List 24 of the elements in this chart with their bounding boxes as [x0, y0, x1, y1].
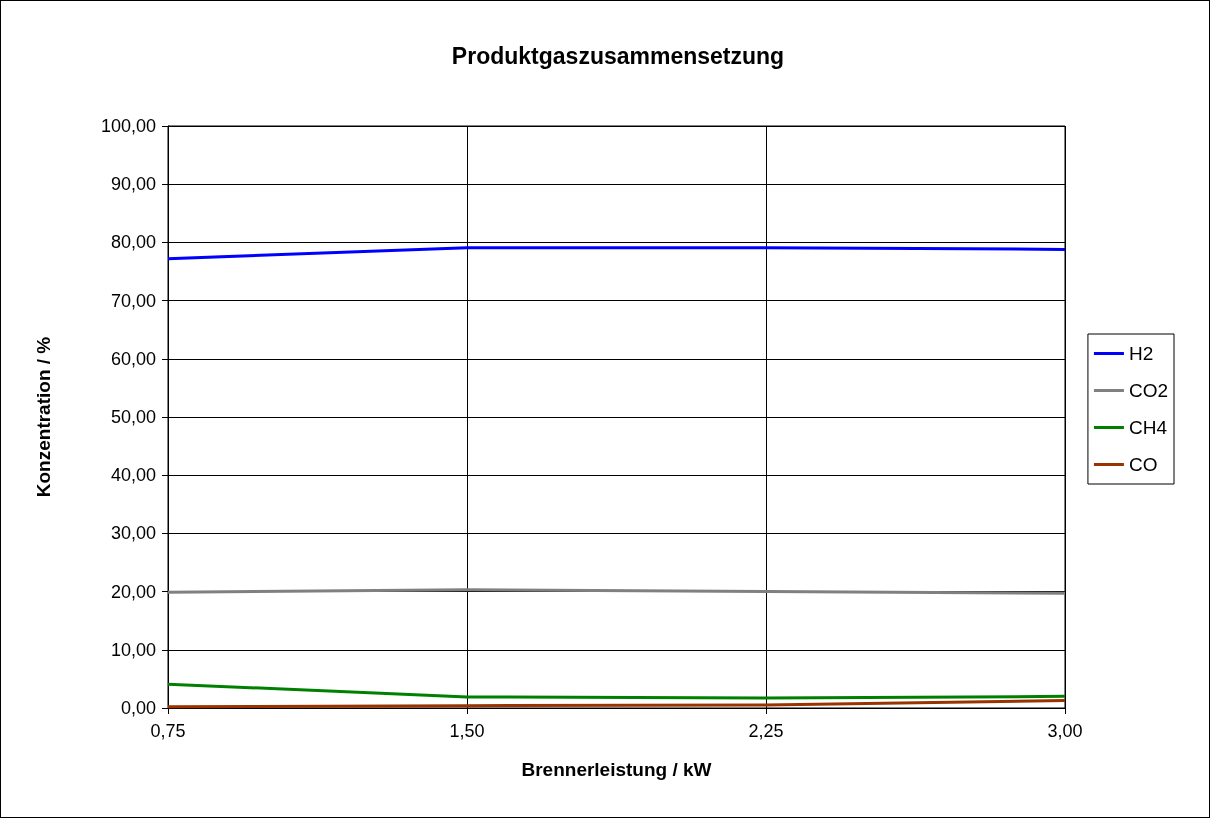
legend-label: CO — [1128, 454, 1158, 475]
x-tick-label: 0,75 — [150, 721, 186, 741]
line-series — [166, 682, 1067, 700]
y-tick-label: 30,00 — [110, 523, 156, 544]
chart-title: Produktgaszusammensetzung — [451, 42, 785, 69]
y-axis-title: Konzentration / % — [33, 336, 54, 498]
y-tick-label: 80,00 — [110, 232, 156, 253]
x-tick-label: 1,50 — [449, 721, 485, 741]
legend-label: H2 — [1128, 343, 1154, 364]
x-tick-label: 2,25 — [748, 721, 784, 741]
legend-label: CH4 — [1128, 417, 1168, 438]
line-series — [166, 698, 1067, 709]
y-tick-label: 20,00 — [110, 581, 156, 602]
y-tick-label: 100,00 — [100, 116, 156, 136]
y-tick-label: 10,00 — [110, 639, 156, 660]
y-tick-label: 70,00 — [110, 290, 156, 311]
y-tick-label: 50,00 — [110, 407, 156, 427]
y-tick-label: 60,00 — [110, 348, 156, 369]
y-tick-label: 0,00 — [120, 698, 156, 718]
x-axis-title: Brennerleistung / kW — [521, 759, 712, 780]
x-tick-label: 3,00 — [1047, 721, 1083, 741]
legend-label: CO2 — [1128, 380, 1169, 401]
y-tick-label: 40,00 — [110, 465, 156, 486]
y-tick-label: 90,00 — [110, 174, 156, 195]
